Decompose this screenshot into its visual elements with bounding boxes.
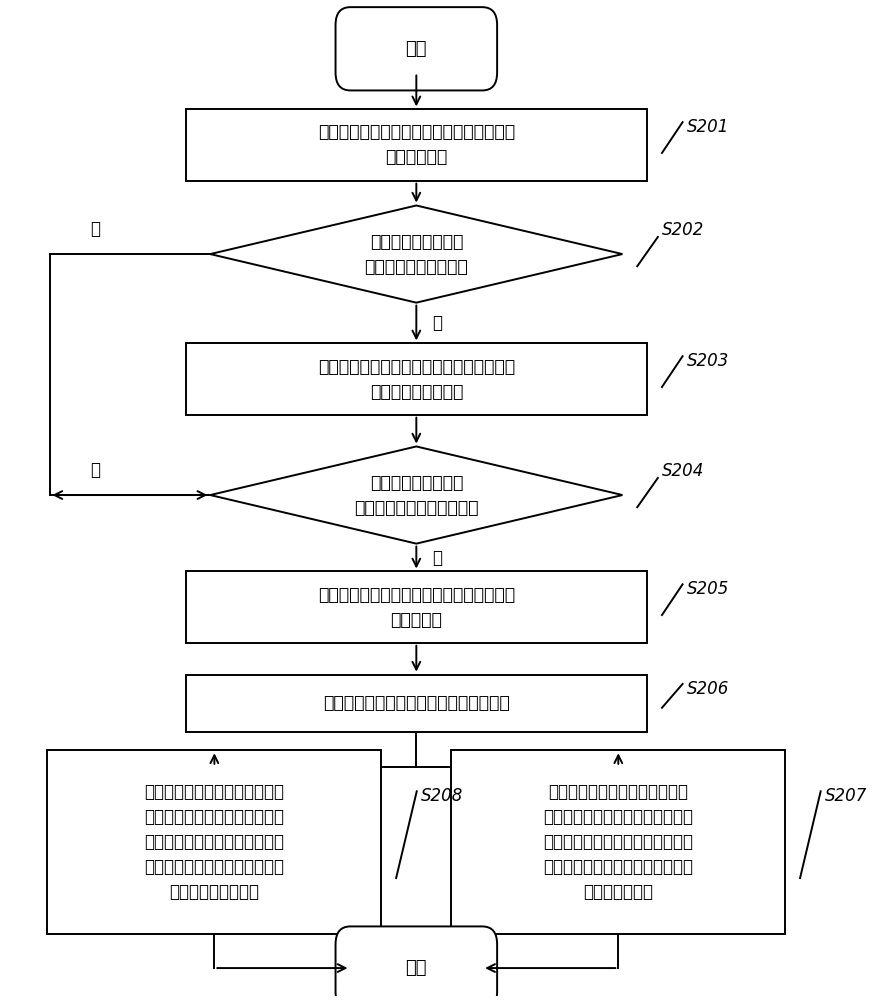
Text: S207: S207 bbox=[825, 787, 867, 805]
Text: 否: 否 bbox=[90, 220, 99, 238]
Text: 当该剩余电量小于预设电量阈値
时，充电装置将该电能的电压调整
为与移动终端的电池的充电参数匹
配的第一电压，并使用调整后的电
能对该电池充电: 当该剩余电量小于预设电量阈値 时，充电装置将该电能的电压调整 为与移动终端的电池… bbox=[543, 783, 693, 901]
Polygon shape bbox=[210, 446, 623, 544]
Polygon shape bbox=[210, 205, 623, 303]
FancyBboxPatch shape bbox=[336, 7, 497, 90]
Text: S206: S206 bbox=[687, 680, 729, 698]
Bar bbox=[47, 750, 381, 934]
Text: 充电装置检测在预设时间段内按压该压电藄
膜传感器的按压次数: 充电装置检测在预设时间段内按压该压电藄 膜传感器的按压次数 bbox=[317, 358, 514, 401]
Text: 当该剩余电量大于预设电量阈値
时，充电装置将该电能的电压调
整为与移动终端的工作电压匹配
的第二电压，并使用调整后的电
能为该移动终端供电: 当该剩余电量大于预设电量阈値 时，充电装置将该电能的电压调 整为与移动终端的工作… bbox=[145, 783, 284, 901]
Text: S205: S205 bbox=[687, 580, 729, 598]
Text: S208: S208 bbox=[421, 787, 463, 805]
Text: 充电装置获取按压充电装置中压电藄膜传感
器的按压面积: 充电装置获取按压充电装置中压电藄膜传感 器的按压面积 bbox=[317, 123, 514, 166]
Text: 开始: 开始 bbox=[405, 40, 427, 58]
Bar bbox=[186, 675, 647, 732]
Text: S201: S201 bbox=[687, 118, 729, 136]
Text: 充电装置判断该按压
面积是否大于预设面积: 充电装置判断该按压 面积是否大于预设面积 bbox=[364, 233, 468, 276]
FancyBboxPatch shape bbox=[336, 926, 497, 1000]
Text: 充电装置将按压该压电藄膜传感器的作用力
转换成电能: 充电装置将按压该压电藄膜传感器的作用力 转换成电能 bbox=[317, 586, 514, 629]
Text: 是: 是 bbox=[432, 314, 442, 332]
Bar bbox=[186, 343, 647, 415]
Text: 结束: 结束 bbox=[405, 959, 427, 977]
Text: S202: S202 bbox=[662, 221, 705, 239]
Text: S204: S204 bbox=[662, 462, 705, 480]
Bar bbox=[186, 571, 647, 643]
Text: 是: 是 bbox=[432, 549, 442, 567]
Text: 充电装置获取移动终端的电池的剩余电量: 充电装置获取移动终端的电池的剩余电量 bbox=[323, 694, 510, 712]
Bar bbox=[452, 750, 785, 934]
Text: S203: S203 bbox=[687, 352, 729, 370]
Bar bbox=[186, 109, 647, 181]
Text: 否: 否 bbox=[90, 461, 99, 479]
Text: 充电装置判断该按压
次数是否大于预设次数阈値: 充电装置判断该按压 次数是否大于预设次数阈値 bbox=[354, 474, 479, 517]
